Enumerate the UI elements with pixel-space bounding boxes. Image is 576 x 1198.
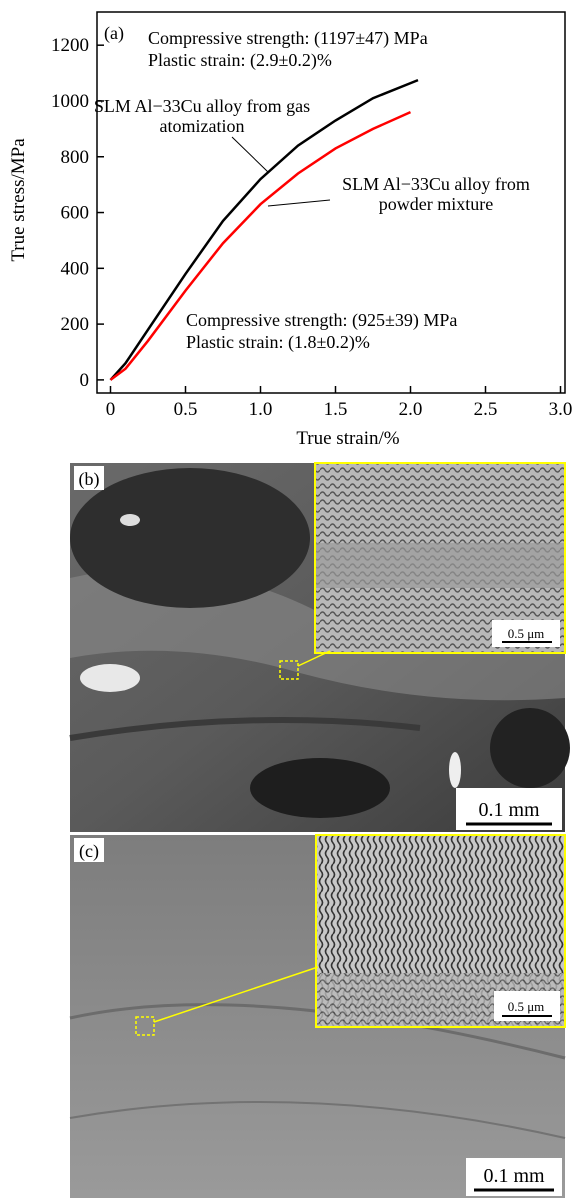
series-label: SLM Al−33Cu alloy from powder mixture: [316, 174, 556, 214]
annotation: Compressive strength: (1197±47) MPa: [148, 28, 428, 48]
y-tick-label: 400: [61, 258, 90, 279]
x-axis-label: True strain/%: [296, 428, 399, 449]
panel-label: (c): [79, 841, 99, 862]
micrographs: (b) 0.5 μm 0.1 mm (c) 0.5 μm 0.1 mm: [0, 458, 576, 1198]
y-axis-label: True stress/MPa: [8, 138, 29, 262]
series-label: SLM Al−33Cu alloy from gas atomization: [92, 96, 312, 136]
y-tick-label: 0: [80, 370, 90, 391]
x-tick-label: 0.5: [174, 399, 198, 420]
scale-label: 0.1 mm: [483, 1165, 545, 1187]
x-tick-label: 2.5: [474, 399, 498, 420]
micrograph-b: (b) 0.5 μm 0.1 mm: [70, 463, 570, 832]
micrograph-c: (c) 0.5 μm 0.1 mm: [70, 835, 565, 1198]
y-tick-label: 800: [61, 147, 90, 168]
leader-line: [232, 137, 268, 172]
inset-scale-label: 0.5 μm: [508, 999, 545, 1014]
y-tick-label: 600: [61, 203, 90, 224]
x-tick-label: 1.0: [249, 399, 273, 420]
x-tick-label: 0: [106, 399, 116, 420]
panel-label: (b): [79, 469, 100, 490]
x-tick-label: 3.0: [549, 399, 573, 420]
scale-label: 0.1 mm: [478, 799, 540, 821]
x-tick-label: 1.5: [324, 399, 348, 420]
page: {"chart_data": {"type": "line", "panel_l…: [0, 0, 576, 1198]
annotation: Plastic strain: (1.8±0.2)%: [186, 332, 370, 352]
panel-label: (a): [104, 23, 124, 44]
inset-scale-label: 0.5 μm: [508, 626, 545, 641]
annotation: Plastic strain: (2.9±0.2)%: [148, 50, 332, 70]
y-tick-label: 200: [61, 314, 90, 335]
x-tick-label: 2.0: [399, 399, 423, 420]
annotation: Compressive strength: (925±39) MPa: [186, 310, 457, 330]
y-tick-label: 1000: [51, 91, 89, 112]
y-tick-label: 1200: [51, 35, 89, 56]
